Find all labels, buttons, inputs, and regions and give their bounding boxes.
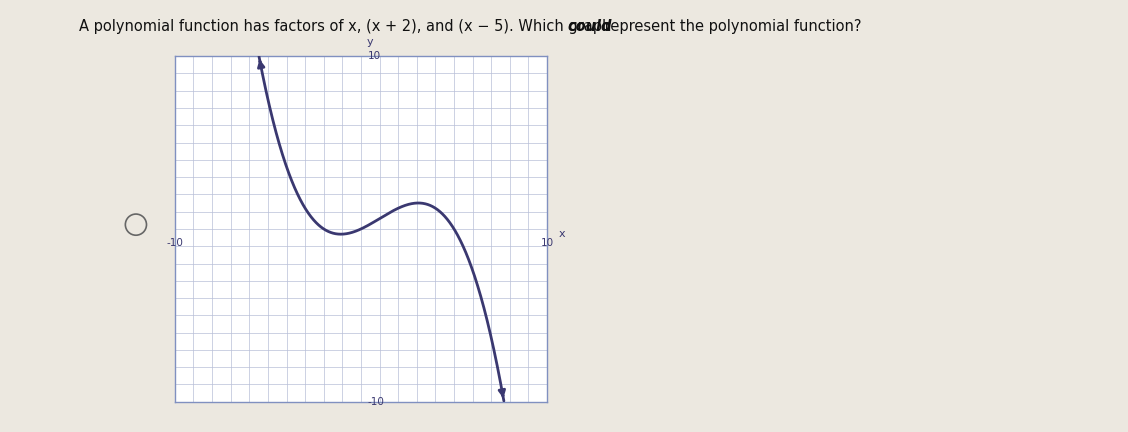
Text: 10: 10 [540,238,554,248]
Text: represent the polynomial function?: represent the polynomial function? [600,19,862,35]
Text: A polynomial function has factors of x, (x + 2), and (x − 5). Which graph: A polynomial function has factors of x, … [79,19,616,35]
Text: -10: -10 [368,397,385,407]
Text: -10: -10 [167,238,183,248]
Text: could: could [567,19,611,35]
Text: 10: 10 [368,51,380,61]
Text: x: x [558,229,565,239]
Text: y: y [367,37,373,47]
